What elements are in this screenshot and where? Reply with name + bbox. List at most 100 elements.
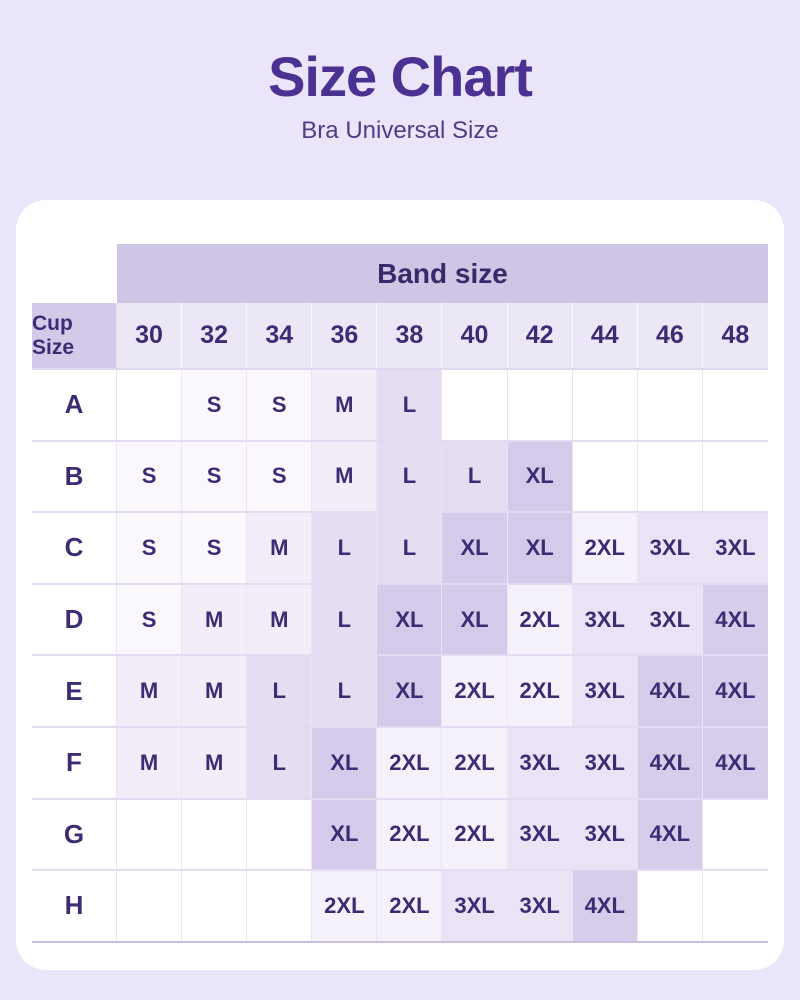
- band-size-cell: 30: [117, 303, 183, 368]
- cup-letter-cell: G: [32, 799, 117, 870]
- empty-cell: [702, 799, 768, 870]
- size-cell: 3XL: [442, 871, 508, 941]
- band-size-cell: 44: [572, 303, 638, 368]
- size-cell: L: [247, 727, 313, 798]
- size-cell: L: [377, 513, 443, 583]
- cup-letter-cell: B: [32, 441, 117, 512]
- table-row: D S M M L XL XL 2XL 3XL 3XL 4XL: [32, 584, 768, 657]
- size-cell: XL: [377, 584, 443, 655]
- size-cell: L: [247, 656, 313, 726]
- size-cell: 4XL: [637, 799, 703, 870]
- band-size-header-row: Band size: [32, 244, 768, 303]
- size-cell: XL: [442, 513, 508, 583]
- size-cell: M: [182, 727, 248, 798]
- empty-cell: [247, 799, 313, 870]
- cup-letter-cell: D: [32, 584, 117, 655]
- table-row: E M M L L XL 2XL 2XL 3XL 4XL 4XL: [32, 656, 768, 728]
- empty-cell: [117, 799, 183, 870]
- size-cell: 4XL: [702, 727, 768, 798]
- empty-cell: [572, 370, 638, 440]
- size-cell: XL: [312, 727, 378, 798]
- size-cell: 2XL: [377, 871, 443, 941]
- size-cell: 3XL: [572, 799, 638, 870]
- size-cell: 2XL: [377, 727, 443, 798]
- size-cell: 4XL: [637, 727, 703, 798]
- size-cell: S: [182, 513, 248, 583]
- size-rows-container: A S S M L B S S S M L L XL C S S M L L XL XL 2XL 3XL 3XL D S M M L XL…: [32, 370, 768, 943]
- cup-letter-cell: F: [32, 727, 117, 798]
- size-cell: 3XL: [507, 727, 573, 798]
- size-cell: S: [182, 441, 248, 512]
- size-cell: 2XL: [442, 656, 508, 726]
- cup-size-label: Cup Size: [32, 303, 117, 368]
- band-size-cell: 46: [637, 303, 703, 368]
- cup-letter-cell: H: [32, 871, 117, 941]
- empty-cell: [572, 441, 638, 512]
- size-cell: 2XL: [312, 871, 378, 941]
- size-cell: XL: [377, 656, 443, 726]
- size-cell: L: [312, 513, 378, 583]
- size-cell: S: [182, 370, 248, 440]
- size-cell: S: [247, 441, 313, 512]
- band-size-header: Band size: [117, 244, 768, 303]
- size-cell: XL: [507, 441, 573, 512]
- page-title: Size Chart: [268, 45, 533, 108]
- size-cell: M: [182, 656, 248, 726]
- size-cell: L: [312, 584, 378, 655]
- size-cell: S: [117, 513, 183, 583]
- size-cell: M: [247, 513, 313, 583]
- size-cell: 4XL: [572, 871, 638, 941]
- size-cell: XL: [312, 799, 378, 870]
- size-cell: 3XL: [507, 871, 573, 941]
- size-cell: L: [312, 656, 378, 726]
- size-chart-card: Band size Cup Size 30 32 34 36 38 40 42 44 46 48 …: [16, 200, 784, 970]
- size-cell: M: [247, 584, 313, 655]
- cup-letter-cell: E: [32, 656, 117, 726]
- table-row: H 2XL 2XL 3XL 3XL 4XL: [32, 871, 768, 943]
- band-size-cell: 32: [182, 303, 248, 368]
- size-cell: 2XL: [572, 513, 638, 583]
- empty-cell: [637, 370, 703, 440]
- table-row: G XL 2XL 2XL 3XL 3XL 4XL: [32, 799, 768, 872]
- size-cell: M: [182, 584, 248, 655]
- size-cell: 2XL: [507, 656, 573, 726]
- cup-letter-cell: A: [32, 370, 117, 440]
- band-size-cell: 38: [377, 303, 443, 368]
- table-row: F M M L XL 2XL 2XL 3XL 3XL 4XL 4XL: [32, 727, 768, 800]
- empty-cell: [637, 441, 703, 512]
- empty-cell: [182, 871, 248, 941]
- size-cell: 3XL: [572, 727, 638, 798]
- size-cell: S: [117, 584, 183, 655]
- size-cell: 3XL: [572, 584, 638, 655]
- size-cell: 3XL: [637, 584, 703, 655]
- size-cell: 4XL: [702, 584, 768, 655]
- band-size-numbers-row: Cup Size 30 32 34 36 38 40 42 44 46 48: [32, 303, 768, 370]
- empty-cell: [117, 871, 183, 941]
- size-cell: 3XL: [637, 513, 703, 583]
- band-size-cell: 40: [442, 303, 508, 368]
- empty-cell: [702, 871, 768, 941]
- size-cell: M: [312, 441, 378, 512]
- empty-cell: [507, 370, 573, 440]
- size-cell: 2XL: [377, 799, 443, 870]
- size-cell: 4XL: [702, 656, 768, 726]
- size-cell: M: [117, 727, 183, 798]
- size-cell: M: [312, 370, 378, 440]
- size-chart-table: Band size Cup Size 30 32 34 36 38 40 42 44 46 48 …: [32, 244, 768, 943]
- size-cell: L: [377, 441, 443, 512]
- table-row: C S S M L L XL XL 2XL 3XL 3XL: [32, 513, 768, 585]
- size-cell: 3XL: [702, 513, 768, 583]
- empty-cell: [182, 799, 248, 870]
- cup-letter-cell: C: [32, 513, 117, 583]
- table-row: B S S S M L L XL: [32, 441, 768, 514]
- empty-cell: [702, 370, 768, 440]
- empty-cell: [702, 441, 768, 512]
- size-cell: L: [442, 441, 508, 512]
- band-size-cell: 48: [702, 303, 768, 368]
- empty-cell: [247, 871, 313, 941]
- empty-cell: [637, 871, 703, 941]
- size-cell: S: [247, 370, 313, 440]
- page-subtitle: Bra Universal Size: [301, 117, 499, 144]
- empty-cell: [117, 370, 183, 440]
